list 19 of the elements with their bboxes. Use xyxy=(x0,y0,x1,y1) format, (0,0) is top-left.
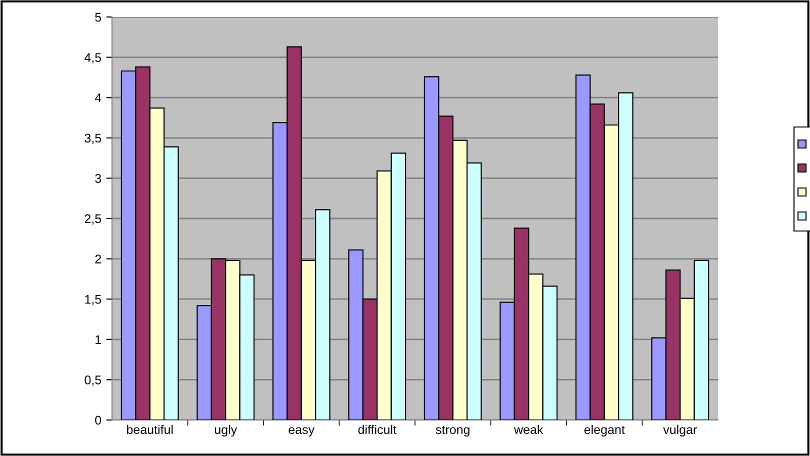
y-tick-label: 0,5 xyxy=(84,376,102,386)
y-tick-label: 1 xyxy=(96,335,101,344)
y-tick-label: 3,5 xyxy=(84,134,102,144)
x-tick-label: vulgar xyxy=(663,424,697,437)
x-tick-label: strong xyxy=(436,426,470,437)
y-tick-label: 5 xyxy=(95,12,102,22)
y-tick-label: 4 xyxy=(94,94,102,102)
x-tick-label: beautiful xyxy=(127,424,173,434)
x-tick-label: ugly xyxy=(214,424,238,437)
y-tick-label: 2,5 xyxy=(84,214,102,225)
x-tick-label: easy xyxy=(288,427,315,437)
x-tick-label: elegant xyxy=(584,424,625,437)
y-tick-label: 4,5 xyxy=(84,53,102,64)
y-tick-label: 0 xyxy=(95,416,102,425)
y-tick-label: 1,5 xyxy=(85,295,102,306)
y-tick-label: 2 xyxy=(95,254,101,264)
y-tick-label: 3 xyxy=(95,174,102,183)
x-tick-label: weak xyxy=(514,424,544,434)
x-tick-label: difficult xyxy=(358,424,396,434)
